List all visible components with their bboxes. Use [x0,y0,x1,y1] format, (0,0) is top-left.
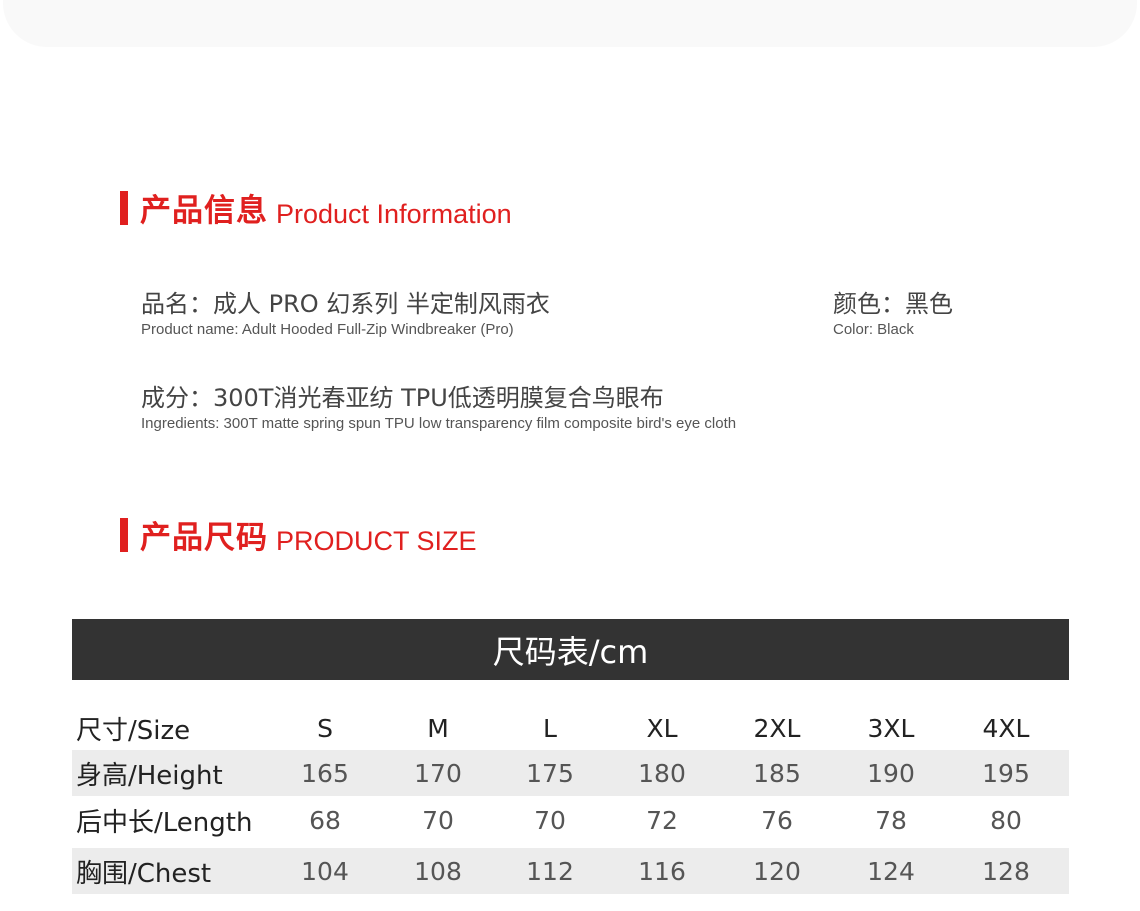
table-cell: 4XL [982,713,1030,743]
table-cell: 170 [414,758,462,788]
table-row: 胸围/Chest 104 108 112 116 120 124 128 [72,848,1069,894]
table-cell: 180 [638,758,686,788]
table-cell: 112 [526,856,574,886]
table-cell: 80 [990,805,1022,835]
table-cell: 70 [534,805,566,835]
table-header-row: 尺寸/Size S M L XL 2XL 3XL 4XL [72,705,1069,751]
ingredients-en: Ingredients: 300T matte spring spun TPU … [141,415,737,432]
table-cell: M [427,713,449,743]
heading-zh: 产品尺码 [140,520,268,556]
table-cell: 72 [646,805,678,835]
table-cell: XL [646,713,678,743]
table-cell: 165 [301,758,349,788]
table-cell: 108 [414,856,462,886]
heading-en: Product Information [276,199,512,229]
table-cell: 185 [753,758,801,788]
product-color: 颜色：黑色 Color: Black [833,284,953,338]
row-label: 胸围/Chest [76,858,212,889]
top-card [3,0,1137,47]
product-name-en: Product name: Adult Hooded Full-Zip Wind… [141,321,514,338]
table-row: 后中长/Length 68 70 70 72 76 78 80 [72,797,1069,843]
table-cell: 124 [867,856,915,886]
table-cell: 190 [867,758,915,788]
table-cell: 68 [309,805,341,835]
table-cell: S [317,713,333,743]
table-cell: 3XL [867,713,915,743]
table-cell: 128 [982,856,1030,886]
table-cell: 2XL [753,713,801,743]
table-cell: 116 [638,856,686,886]
table-cell: 195 [982,758,1030,788]
product-name: 品名：成人 PRO 幻系列 半定制风雨衣 Product name: Adult… [141,284,550,338]
table-cell: 76 [761,805,793,835]
table-cell: 70 [422,805,454,835]
accent-bar [120,190,128,225]
table-cell: 104 [301,856,349,886]
heading-en: PRODUCT SIZE [276,526,477,556]
table-cell: 120 [753,856,801,886]
accent-bar [120,517,128,552]
table-row: 身高/Height 165 170 175 180 185 190 195 [72,750,1069,796]
table-cell: 78 [875,805,907,835]
product-name-zh: 品名：成人 PRO 幻系列 半定制风雨衣 [141,290,550,318]
table-cell: 175 [526,758,574,788]
size-table-title: 尺码表/cm [72,619,1069,680]
ingredients-zh: 成分：300T消光春亚纺 TPU低透明膜复合鸟眼布 [141,384,664,412]
color-zh: 颜色：黑色 [833,290,953,318]
color-en: Color: Black [833,321,914,338]
row-label: 尺寸/Size [76,715,191,746]
product-info-heading: 产品信息 Product Information [120,185,512,230]
table-cell: L [543,713,557,743]
row-label: 身高/Height [76,760,223,791]
ingredients: 成分：300T消光春亚纺 TPU低透明膜复合鸟眼布 Ingredients: 3… [141,378,736,432]
heading-zh: 产品信息 [140,193,268,229]
row-label: 后中长/Length [76,807,253,838]
product-size-heading: 产品尺码 PRODUCT SIZE [120,512,477,557]
